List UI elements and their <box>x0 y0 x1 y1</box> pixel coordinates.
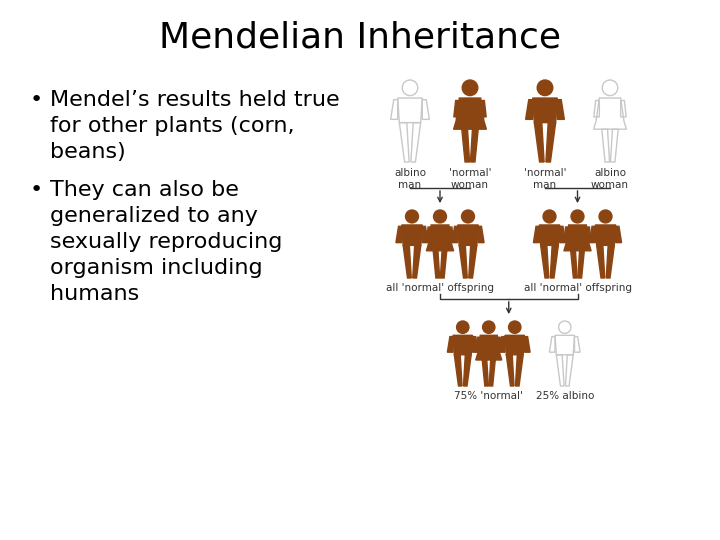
Polygon shape <box>489 360 495 386</box>
Polygon shape <box>478 226 484 242</box>
Polygon shape <box>559 226 566 242</box>
Text: 'normal'
man: 'normal' man <box>523 168 566 190</box>
Text: all 'normal' offspring: all 'normal' offspring <box>386 283 494 293</box>
Polygon shape <box>452 226 458 242</box>
Polygon shape <box>597 245 605 278</box>
Polygon shape <box>470 129 478 162</box>
Polygon shape <box>506 355 514 386</box>
Text: 75% 'normal': 75% 'normal' <box>454 391 523 401</box>
Polygon shape <box>433 251 440 278</box>
Text: •: • <box>30 90 43 110</box>
Polygon shape <box>454 98 487 129</box>
Polygon shape <box>413 245 420 278</box>
Text: Mendelian Inheritance: Mendelian Inheritance <box>159 21 561 55</box>
Polygon shape <box>454 355 462 386</box>
Circle shape <box>482 321 495 333</box>
Polygon shape <box>564 227 569 241</box>
Circle shape <box>508 321 521 333</box>
Polygon shape <box>590 226 595 242</box>
Circle shape <box>405 210 418 223</box>
Polygon shape <box>616 226 621 242</box>
Polygon shape <box>476 338 480 350</box>
Polygon shape <box>472 336 478 352</box>
Polygon shape <box>541 245 549 278</box>
Polygon shape <box>482 360 488 386</box>
Polygon shape <box>449 227 454 241</box>
Polygon shape <box>403 245 411 278</box>
Polygon shape <box>441 251 447 278</box>
Polygon shape <box>557 100 564 119</box>
Text: sexually reproducing: sexually reproducing <box>50 232 282 252</box>
Polygon shape <box>533 98 557 123</box>
Circle shape <box>599 210 612 223</box>
Polygon shape <box>422 226 428 242</box>
Polygon shape <box>464 355 471 386</box>
Circle shape <box>571 210 584 223</box>
Polygon shape <box>426 225 454 251</box>
Text: generalized to any: generalized to any <box>50 206 258 226</box>
Polygon shape <box>586 227 591 241</box>
Polygon shape <box>595 225 616 245</box>
Circle shape <box>537 80 553 96</box>
Text: organism including: organism including <box>50 258 263 278</box>
Polygon shape <box>534 226 539 242</box>
Polygon shape <box>534 123 544 162</box>
Text: They can also be: They can also be <box>50 180 239 200</box>
Polygon shape <box>606 245 614 278</box>
Polygon shape <box>469 245 477 278</box>
Text: beans): beans) <box>50 142 126 162</box>
Polygon shape <box>426 227 431 241</box>
Polygon shape <box>458 225 478 245</box>
Polygon shape <box>516 355 523 386</box>
Text: albino
man: albino man <box>394 168 426 190</box>
Polygon shape <box>459 245 467 278</box>
Polygon shape <box>578 251 585 278</box>
Circle shape <box>433 210 446 223</box>
Polygon shape <box>396 226 402 242</box>
Polygon shape <box>402 225 422 245</box>
Polygon shape <box>454 100 459 117</box>
Circle shape <box>456 321 469 333</box>
Text: all 'normal' offspring: all 'normal' offspring <box>523 283 631 293</box>
Polygon shape <box>481 100 486 117</box>
Polygon shape <box>550 245 558 278</box>
Text: 'normal'
woman: 'normal' woman <box>449 168 491 190</box>
Text: humans: humans <box>50 284 139 304</box>
Circle shape <box>543 210 556 223</box>
Polygon shape <box>498 338 502 350</box>
Polygon shape <box>539 225 559 245</box>
Polygon shape <box>476 335 502 360</box>
Polygon shape <box>526 100 533 119</box>
Text: •: • <box>30 180 43 200</box>
Circle shape <box>462 210 474 223</box>
Text: Mendel’s results held true: Mendel’s results held true <box>50 90 340 110</box>
Text: 25% albino: 25% albino <box>536 391 594 401</box>
Polygon shape <box>453 335 472 355</box>
Polygon shape <box>564 225 591 251</box>
Text: for other plants (corn,: for other plants (corn, <box>50 116 294 136</box>
Text: albino
woman: albino woman <box>591 168 629 190</box>
Polygon shape <box>462 129 469 162</box>
Polygon shape <box>571 251 577 278</box>
Polygon shape <box>500 336 505 352</box>
Polygon shape <box>505 335 524 355</box>
Polygon shape <box>524 336 530 352</box>
Polygon shape <box>447 336 453 352</box>
Polygon shape <box>546 123 556 162</box>
Circle shape <box>462 80 478 96</box>
